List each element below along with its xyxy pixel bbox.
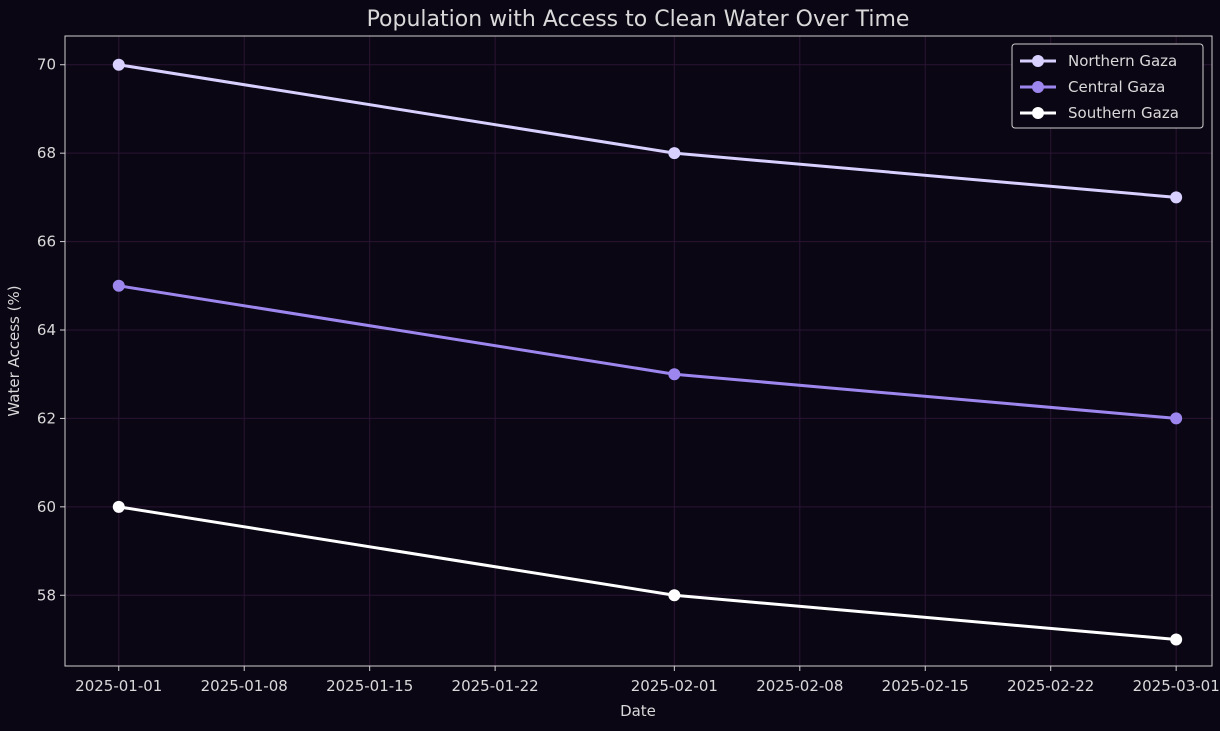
legend-marker	[1032, 107, 1044, 119]
legend-box	[1011, 43, 1204, 129]
legend-label: Southern Gaza	[1068, 104, 1179, 122]
y-tick-label: 58	[37, 586, 56, 604]
chart-title: Population with Access to Clean Water Ov…	[367, 7, 910, 32]
x-tick-label: 2025-01-22	[452, 677, 539, 695]
y-axis-label: Water Access (%)	[5, 285, 23, 416]
x-tick-label: 2025-01-08	[201, 677, 288, 695]
legend-label: Central Gaza	[1068, 78, 1165, 96]
x-tick-label: 2025-03-01	[1133, 677, 1220, 695]
x-tick-label: 2025-02-01	[631, 677, 718, 695]
x-tick-label: 2025-02-22	[1007, 677, 1094, 695]
y-tick-label: 60	[37, 498, 56, 516]
x-axis-label: Date	[620, 702, 656, 720]
series-lines	[112, 58, 1183, 646]
data-point	[668, 589, 681, 602]
x-axis-ticks: 2025-01-01 2025-01-08 2025-01-15 2025-01-22…	[75, 666, 1220, 695]
data-point	[1170, 412, 1183, 425]
y-axis-ticks: 58 60 62 64 66 68 70	[37, 56, 65, 604]
grid	[65, 36, 1212, 666]
data-point	[112, 58, 125, 71]
x-tick-label: 2025-01-15	[326, 677, 413, 695]
legend-label: Northern Gaza	[1068, 52, 1177, 70]
y-tick-label: 70	[37, 56, 56, 74]
data-point	[668, 368, 681, 381]
data-point	[1170, 633, 1183, 646]
x-tick-label: 2025-02-08	[756, 677, 843, 695]
data-point	[112, 500, 125, 513]
data-point	[1170, 191, 1183, 204]
y-tick-label: 66	[37, 233, 56, 251]
legend-items: Northern Gaza Central Gaza Southern Gaza	[1020, 52, 1179, 122]
data-point	[112, 279, 125, 292]
x-tick-label: 2025-01-01	[75, 677, 162, 695]
data-point	[668, 147, 681, 160]
y-tick-label: 64	[37, 321, 56, 339]
y-tick-label: 62	[37, 409, 56, 427]
y-tick-label: 68	[37, 144, 56, 162]
legend: Northern Gaza Central Gaza Southern Gaza	[1011, 43, 1204, 129]
plot-area-frame	[64, 35, 1213, 667]
x-tick-label: 2025-02-15	[882, 677, 969, 695]
legend-marker	[1032, 55, 1044, 67]
legend-marker	[1032, 81, 1044, 93]
